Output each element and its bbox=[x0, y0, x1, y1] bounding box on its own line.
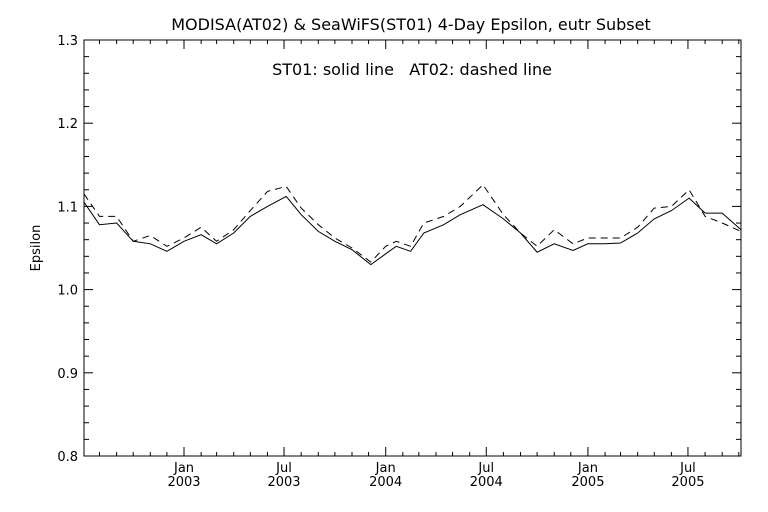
x-tick-label-year: 2004 bbox=[369, 475, 402, 490]
y-tick-label: 1.1 bbox=[57, 200, 78, 215]
y-tick-label: 1.0 bbox=[57, 284, 78, 299]
y-tick-label: 1.3 bbox=[57, 34, 78, 49]
series-line-st01 bbox=[83, 195, 742, 266]
series-line-at02 bbox=[83, 184, 742, 263]
x-tick-label-year: 2004 bbox=[470, 475, 503, 490]
x-tick-label-year: 2003 bbox=[267, 475, 300, 490]
axis-ticks: 0.80.91.01.11.21.3Jan2003Jul2003Jan2004J… bbox=[57, 34, 741, 490]
y-tick-label: 0.8 bbox=[57, 450, 78, 465]
x-tick-label-year: 2005 bbox=[571, 475, 604, 490]
series-lines bbox=[83, 184, 742, 266]
x-tick-label-year: 2005 bbox=[671, 475, 704, 490]
x-tick-label-month: Jul bbox=[477, 461, 494, 476]
x-tick-label-month: Jan bbox=[173, 461, 194, 476]
x-tick-label-year: 2003 bbox=[167, 475, 200, 490]
x-tick-label-month: Jan bbox=[577, 461, 598, 476]
y-tick-label: 0.9 bbox=[57, 367, 78, 382]
chart-title: MODISA(AT02) & SeaWiFS(ST01) 4-Day Epsil… bbox=[171, 15, 651, 34]
line-style-annotation: ST01: solid line AT02: dashed line bbox=[272, 60, 552, 79]
y-tick-label: 1.2 bbox=[57, 117, 78, 132]
x-tick-label-month: Jul bbox=[275, 461, 292, 476]
y-axis-label: Epsilon bbox=[29, 225, 44, 272]
plot-frame bbox=[83, 39, 742, 457]
x-tick-label-month: Jul bbox=[679, 461, 696, 476]
x-tick-label-month: Jan bbox=[375, 461, 396, 476]
